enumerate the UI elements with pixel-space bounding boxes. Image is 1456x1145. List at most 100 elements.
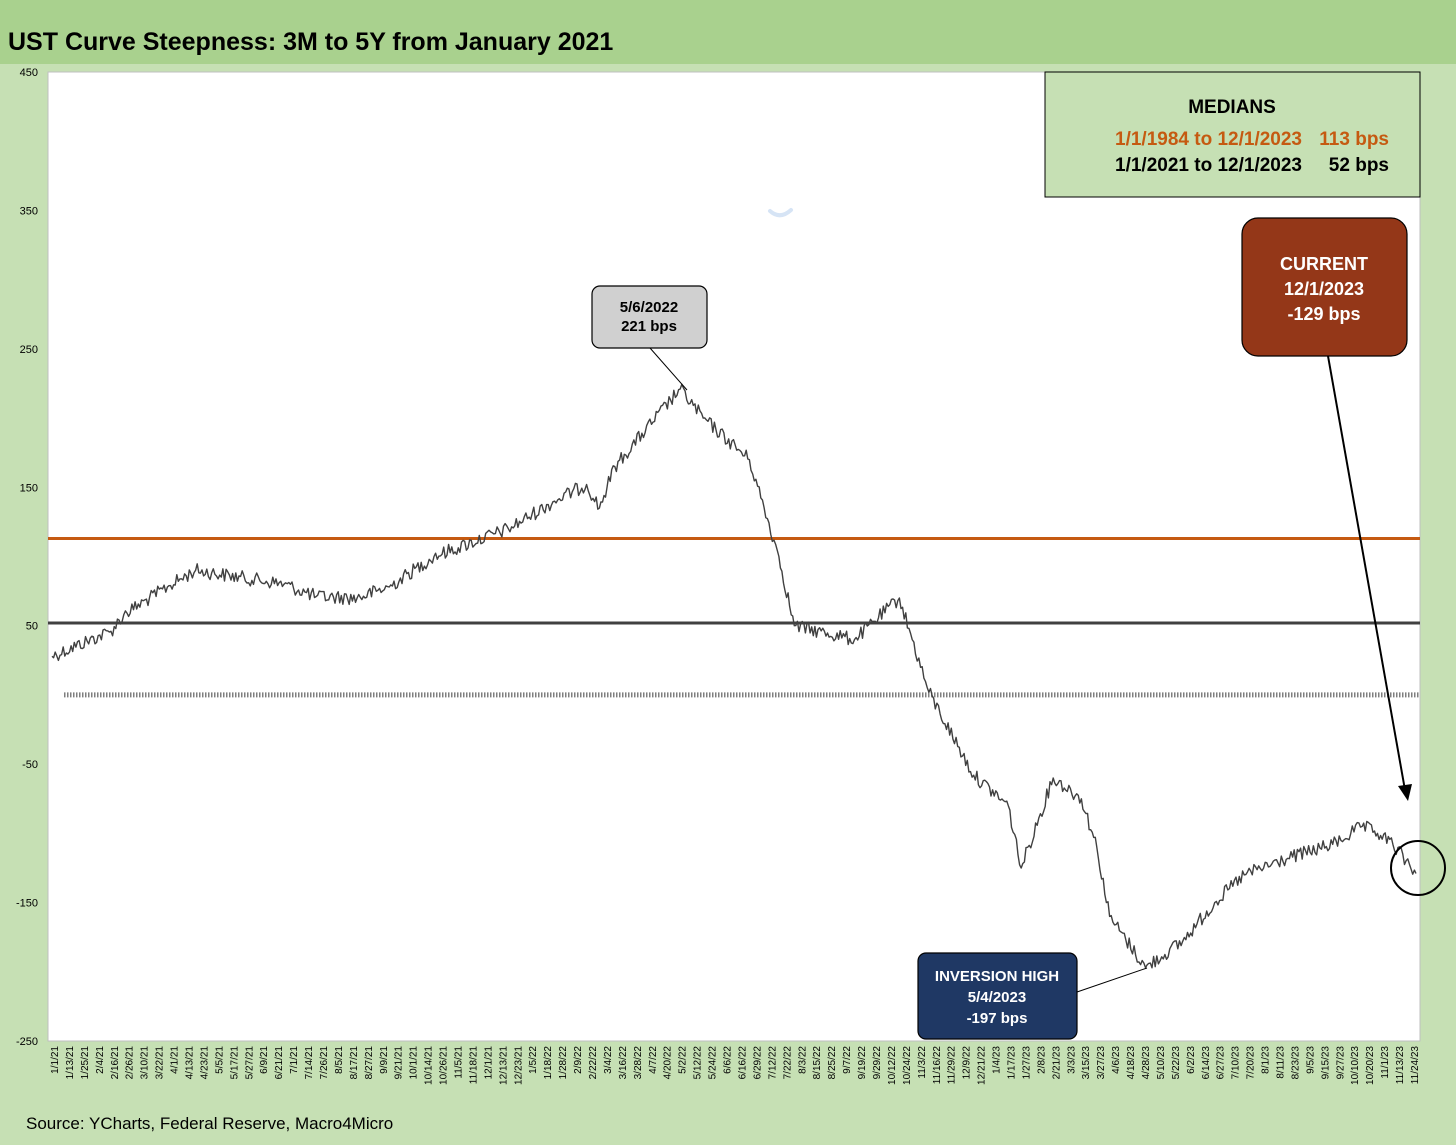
x-tick-label: 6/6/22	[723, 1046, 734, 1074]
y-axis: 450 350 250 150 50 -50 -150 -250	[16, 67, 38, 1048]
current-heading: CURRENT	[1280, 254, 1368, 274]
median-recent-label: 1/1/2021 to 12/1/2023	[1115, 155, 1302, 176]
plot-area	[47, 71, 1421, 1042]
x-tick-label: 9/15/23	[1320, 1046, 1331, 1080]
x-tick-label: 9/29/22	[872, 1046, 883, 1080]
x-tick-label: 4/7/22	[648, 1046, 659, 1074]
x-tick-label: 2/8/23	[1036, 1046, 1047, 1074]
x-tick-label: 8/3/22	[797, 1046, 808, 1074]
x-tick-label: 1/5/22	[528, 1046, 539, 1074]
x-tick-label: 7/10/23	[1231, 1046, 1242, 1080]
x-tick-label: 2/4/21	[95, 1046, 106, 1074]
x-tick-label: 11/3/22	[917, 1046, 928, 1079]
x-tick-label: 4/23/21	[199, 1046, 210, 1080]
x-tick-label: 8/27/21	[364, 1046, 375, 1080]
current-marker-circle	[1390, 840, 1446, 896]
x-tick-label: 2/26/21	[125, 1046, 136, 1080]
x-tick-label: 3/3/23	[1066, 1046, 1077, 1074]
y-tick-label: -150	[16, 898, 38, 910]
x-tick-label: 10/26/21	[439, 1046, 450, 1085]
current-value: -129 bps	[1287, 304, 1360, 324]
x-tick-label: 6/21/21	[274, 1046, 285, 1080]
x-tick-label: 9/5/23	[1305, 1046, 1316, 1074]
x-tick-label: 10/14/21	[424, 1046, 435, 1085]
x-tick-label: 12/1/21	[483, 1046, 494, 1080]
x-tick-label: 7/1/21	[289, 1046, 300, 1074]
x-tick-label: 10/12/22	[887, 1046, 898, 1085]
x-tick-label: 2/9/22	[573, 1046, 584, 1074]
x-tick-label: 8/23/23	[1290, 1046, 1301, 1080]
x-tick-label: 11/16/22	[932, 1046, 943, 1085]
source-note: Source: YCharts, Federal Reserve, Macro4…	[26, 1114, 394, 1133]
inversion-callout: INVERSION HIGH 5/4/2023 -197 bps	[917, 952, 1148, 1040]
x-tick-label: 6/9/21	[259, 1046, 270, 1074]
y-tick-label: -50	[22, 759, 38, 771]
x-tick-label: 12/9/22	[962, 1046, 973, 1080]
y-tick-label: 450	[20, 67, 38, 79]
x-tick-label: 5/24/22	[708, 1046, 719, 1080]
x-tick-label: 10/1/21	[409, 1046, 420, 1080]
x-tick-label: 5/22/23	[1171, 1046, 1182, 1080]
x-tick-label: 11/18/21	[468, 1046, 479, 1085]
x-tick-label: 4/18/23	[1126, 1046, 1137, 1080]
x-tick-label: 4/20/22	[663, 1046, 674, 1080]
x-tick-label: 8/15/22	[812, 1046, 823, 1080]
x-tick-label: 8/25/22	[827, 1046, 838, 1080]
x-tick-label: 5/10/23	[1156, 1046, 1167, 1080]
x-axis: 1/1/21 1/13/21 1/25/21 2/4/21 2/16/21 2/26/21…	[50, 1046, 1421, 1085]
x-tick-label: 7/14/21	[304, 1046, 315, 1080]
x-tick-label: 6/27/23	[1216, 1046, 1227, 1080]
x-tick-label: 1/18/22	[543, 1046, 554, 1080]
x-tick-label: 11/5/21	[454, 1046, 465, 1079]
x-tick-label: 12/21/22	[977, 1046, 988, 1085]
x-tick-label: 5/5/21	[214, 1046, 225, 1074]
x-tick-label: 5/27/21	[244, 1046, 255, 1080]
x-tick-label: 2/22/22	[588, 1046, 599, 1080]
x-tick-label: 1/17/23	[1006, 1046, 1017, 1080]
inversion-value: -197 bps	[967, 1010, 1028, 1027]
x-tick-label: 5/12/22	[693, 1046, 704, 1080]
x-tick-label: 2/16/21	[110, 1046, 121, 1080]
y-tick-label: -250	[16, 1036, 38, 1048]
chart-title: UST Curve Steepness: 3M to 5Y from Janua…	[8, 28, 614, 56]
inversion-date: 5/4/2023	[968, 989, 1026, 1006]
x-tick-label: 9/9/21	[379, 1046, 390, 1074]
median-long-label: 1/1/1984 to 12/1/2023	[1115, 129, 1302, 150]
smudge-mark	[768, 208, 793, 218]
reference-lines	[48, 537, 1420, 698]
x-tick-label: 9/19/22	[857, 1046, 868, 1080]
x-tick-label: 1/27/23	[1021, 1046, 1032, 1080]
x-tick-label: 7/12/22	[767, 1046, 778, 1080]
x-tick-label: 3/16/22	[618, 1046, 629, 1080]
x-tick-label: 9/27/23	[1335, 1046, 1346, 1080]
x-tick-label: 3/27/23	[1096, 1046, 1107, 1080]
x-tick-label: 4/6/23	[1111, 1046, 1122, 1074]
x-tick-label: 11/24/23	[1410, 1046, 1421, 1085]
current-callout: CURRENT 12/1/2023 -129 bps	[1241, 217, 1446, 896]
x-tick-label: 6/29/22	[752, 1046, 763, 1080]
x-tick-label: 10/24/22	[902, 1046, 913, 1085]
x-tick-label: 1/1/21	[50, 1046, 61, 1074]
median-recent-value: 52 bps	[1329, 155, 1389, 176]
x-tick-label: 2/21/23	[1051, 1046, 1062, 1080]
x-tick-label: 3/15/23	[1081, 1046, 1092, 1080]
x-tick-label: 8/11/23	[1275, 1046, 1286, 1079]
x-tick-label: 10/10/23	[1350, 1046, 1361, 1085]
median-long-value: 113 bps	[1319, 129, 1389, 150]
x-tick-label: 3/28/22	[633, 1046, 644, 1080]
x-tick-label: 11/13/23	[1395, 1046, 1406, 1085]
x-tick-label: 1/4/23	[992, 1046, 1003, 1074]
x-tick-label: 3/22/21	[155, 1046, 166, 1080]
peak-value: 221 bps	[621, 318, 677, 335]
x-tick-label: 4/1/21	[170, 1046, 181, 1074]
x-tick-label: 12/23/21	[513, 1046, 524, 1085]
x-tick-label: 6/16/22	[737, 1046, 748, 1080]
x-tick-label: 7/22/22	[782, 1046, 793, 1080]
x-tick-label: 12/13/21	[498, 1046, 509, 1085]
x-tick-label: 7/20/23	[1246, 1046, 1257, 1080]
x-tick-label: 4/13/21	[185, 1046, 196, 1080]
x-tick-label: 1/13/21	[65, 1046, 76, 1080]
peak-callout: 5/6/2022 221 bps	[591, 285, 708, 391]
x-tick-label: 9/21/21	[394, 1046, 405, 1080]
